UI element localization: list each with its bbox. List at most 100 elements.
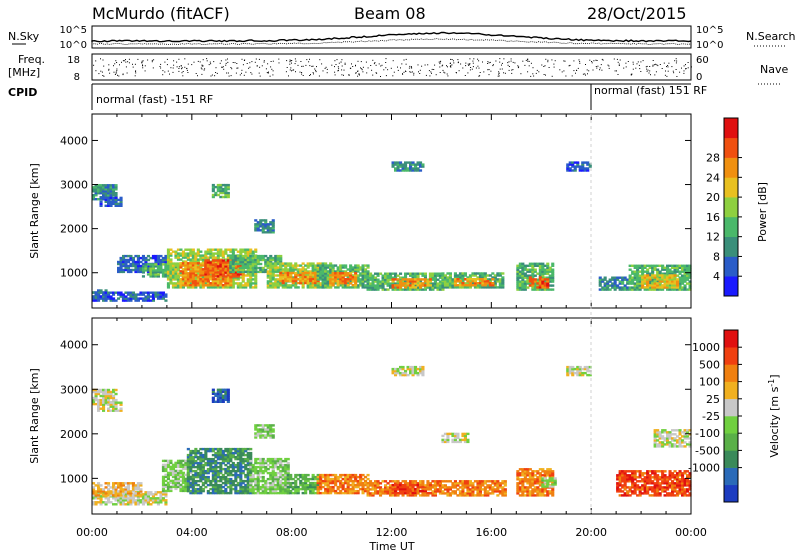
heatmap-cell-1-0 — [115, 399, 118, 401]
heatmap-cell-0-21 — [546, 263, 549, 265]
freq-dot — [211, 76, 212, 77]
freq-dot — [587, 73, 588, 74]
freq-dot — [270, 76, 271, 77]
freq-dot — [279, 62, 280, 63]
freq-dot — [465, 65, 466, 66]
freq-dot — [301, 74, 302, 75]
freq-dot — [439, 63, 440, 64]
heatmap-cell-0-15 — [349, 272, 352, 274]
heatmap-cell-1-0 — [115, 389, 118, 391]
freq-dot — [648, 70, 649, 71]
freq-dot — [490, 62, 491, 63]
freq-dot — [554, 67, 555, 68]
freq-dot — [404, 72, 405, 73]
freq-dot — [278, 59, 279, 60]
freq-dot — [411, 67, 412, 68]
freq-dot — [429, 75, 430, 76]
nsky-trace — [92, 32, 691, 42]
freq-dot — [597, 60, 598, 61]
freq-dot — [153, 59, 154, 60]
freq-dot — [135, 72, 136, 73]
cpid-segment-1: normal (fast) -151 RF — [96, 93, 213, 106]
freq-dot — [688, 62, 689, 63]
freq-dot — [549, 67, 550, 68]
freq-dot — [431, 73, 432, 74]
freq-dot — [114, 63, 115, 64]
freq-dot — [457, 59, 458, 60]
freq-dot — [655, 64, 656, 65]
freq-dot — [228, 73, 229, 74]
freq-dot — [116, 69, 117, 70]
freq-dot — [440, 62, 441, 63]
freq-dot — [647, 71, 648, 72]
freq-dot — [115, 74, 116, 75]
freq-dot — [268, 73, 269, 74]
freq-dot — [241, 73, 242, 74]
heatmap-cell-1-1 — [120, 402, 123, 404]
freq-dot — [308, 61, 309, 62]
cbar-swatch-0-6 — [724, 158, 738, 178]
freq-dot — [344, 70, 345, 71]
freq-tick-top: 18 — [67, 55, 80, 66]
freq-dot — [298, 65, 299, 66]
freq-dot — [530, 76, 531, 77]
freq-dot — [334, 72, 335, 73]
freq-dot — [452, 59, 453, 60]
freq-dot — [615, 70, 616, 71]
cbar-label-0-2: 12 — [706, 231, 720, 244]
freq-dot — [499, 73, 500, 74]
freq-dot — [480, 72, 481, 73]
freq-dot — [385, 62, 386, 63]
noise-tick-top-right: 10^5 — [696, 25, 723, 36]
freq-dot — [182, 72, 183, 73]
freq-dot — [476, 68, 477, 69]
freq-dot — [266, 68, 267, 69]
freq-dot — [248, 68, 249, 69]
freq-dot — [487, 69, 488, 70]
freq-dot — [233, 62, 234, 63]
freq-dot — [264, 62, 265, 63]
heatmap-cell-1-1 — [115, 406, 118, 408]
freq-dot — [559, 69, 560, 70]
freq-dot — [98, 73, 99, 74]
freq-dot — [108, 64, 109, 65]
heatmap-cell-0-18 — [419, 169, 422, 171]
freq-dot — [583, 74, 584, 75]
freq-dot — [676, 58, 677, 59]
freq-dot — [668, 63, 669, 64]
freq-dot — [291, 70, 292, 71]
freq-dot — [103, 76, 104, 77]
freq-dot — [419, 73, 420, 74]
cbar-swatch-0-2 — [724, 237, 738, 257]
freq-dot — [676, 76, 677, 77]
freq-dot — [319, 59, 320, 60]
freq-dot — [335, 74, 336, 75]
freq-dot — [313, 66, 314, 67]
freq-dot — [688, 67, 689, 68]
freq-dot — [391, 68, 392, 69]
freq-dot — [440, 72, 441, 73]
freq-dot — [173, 65, 174, 66]
freq-dot — [386, 75, 387, 76]
freq-dot — [142, 61, 143, 62]
freq-dot — [502, 63, 503, 64]
freq-dot — [209, 64, 210, 65]
freq-dot — [409, 66, 410, 67]
heatmap-cell-0-13 — [307, 272, 310, 274]
freq-dot — [305, 65, 306, 66]
freq-dot — [295, 58, 296, 59]
freq-dot — [210, 62, 211, 63]
freq-dot — [473, 58, 474, 59]
freq-dot — [242, 59, 243, 60]
freq-dot — [264, 60, 265, 61]
freq-dot — [177, 66, 178, 67]
freq-dot — [603, 60, 604, 61]
freq-dot — [562, 71, 563, 72]
freq-dot — [103, 66, 104, 67]
freq-dot — [231, 75, 232, 76]
freq-dot — [355, 65, 356, 66]
freq-dot — [206, 58, 207, 59]
freq-dot — [458, 62, 459, 63]
freq-dot — [351, 63, 352, 64]
freq-dot — [361, 68, 362, 69]
